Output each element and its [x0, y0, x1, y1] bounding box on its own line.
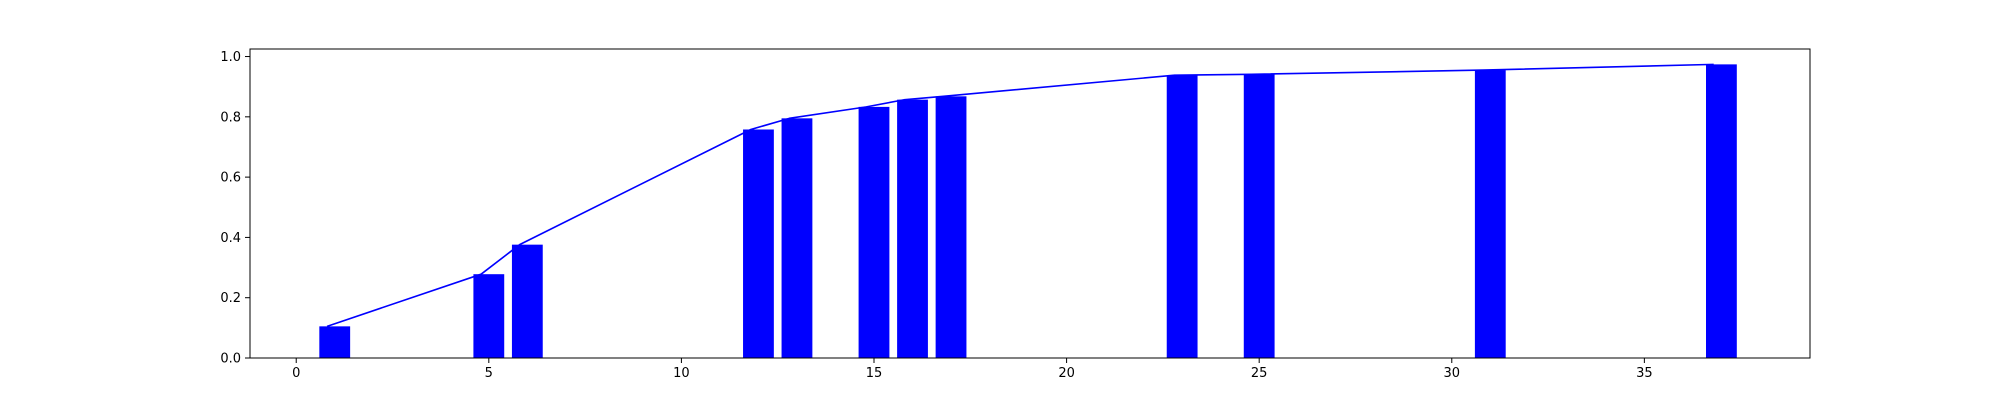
y-tick-label: 0.8 [220, 110, 241, 125]
bar [743, 129, 774, 358]
bar [1166, 75, 1198, 358]
y-tick-label: 0.6 [220, 171, 241, 186]
y-axis-ticks: 0.0 0.2 0.4 0.6 0.8 1.0 [220, 50, 250, 367]
bar [1474, 70, 1506, 358]
bar [1706, 64, 1737, 359]
x-tick-label: 20 [1058, 366, 1075, 381]
x-tick-label: 25 [1251, 366, 1268, 381]
x-tick-label: 0 [292, 366, 300, 381]
bar [935, 96, 967, 358]
plot-frame [249, 48, 1811, 359]
bar [858, 106, 890, 358]
x-tick-label: 30 [1444, 366, 1461, 381]
bar [473, 274, 505, 358]
bar [319, 326, 351, 358]
x-tick-label: 35 [1636, 366, 1653, 381]
x-tick-label: 5 [485, 366, 493, 381]
x-tick-label: 10 [673, 366, 690, 381]
x-axis-ticks: 0 5 10 15 20 25 30 35 [292, 358, 1653, 381]
series-line [326, 63, 1714, 328]
y-tick-label: 1.0 [220, 50, 241, 65]
y-tick-label: 0.2 [220, 291, 241, 306]
bar [781, 118, 813, 358]
bars-layer [319, 64, 1737, 359]
y-tick-label: 0.0 [220, 352, 241, 367]
line-layer [326, 63, 1714, 328]
bar [1243, 74, 1275, 358]
bar [897, 99, 928, 359]
y-tick-label: 0.4 [220, 231, 241, 246]
bar [511, 244, 543, 358]
x-tick-label: 15 [866, 366, 883, 381]
